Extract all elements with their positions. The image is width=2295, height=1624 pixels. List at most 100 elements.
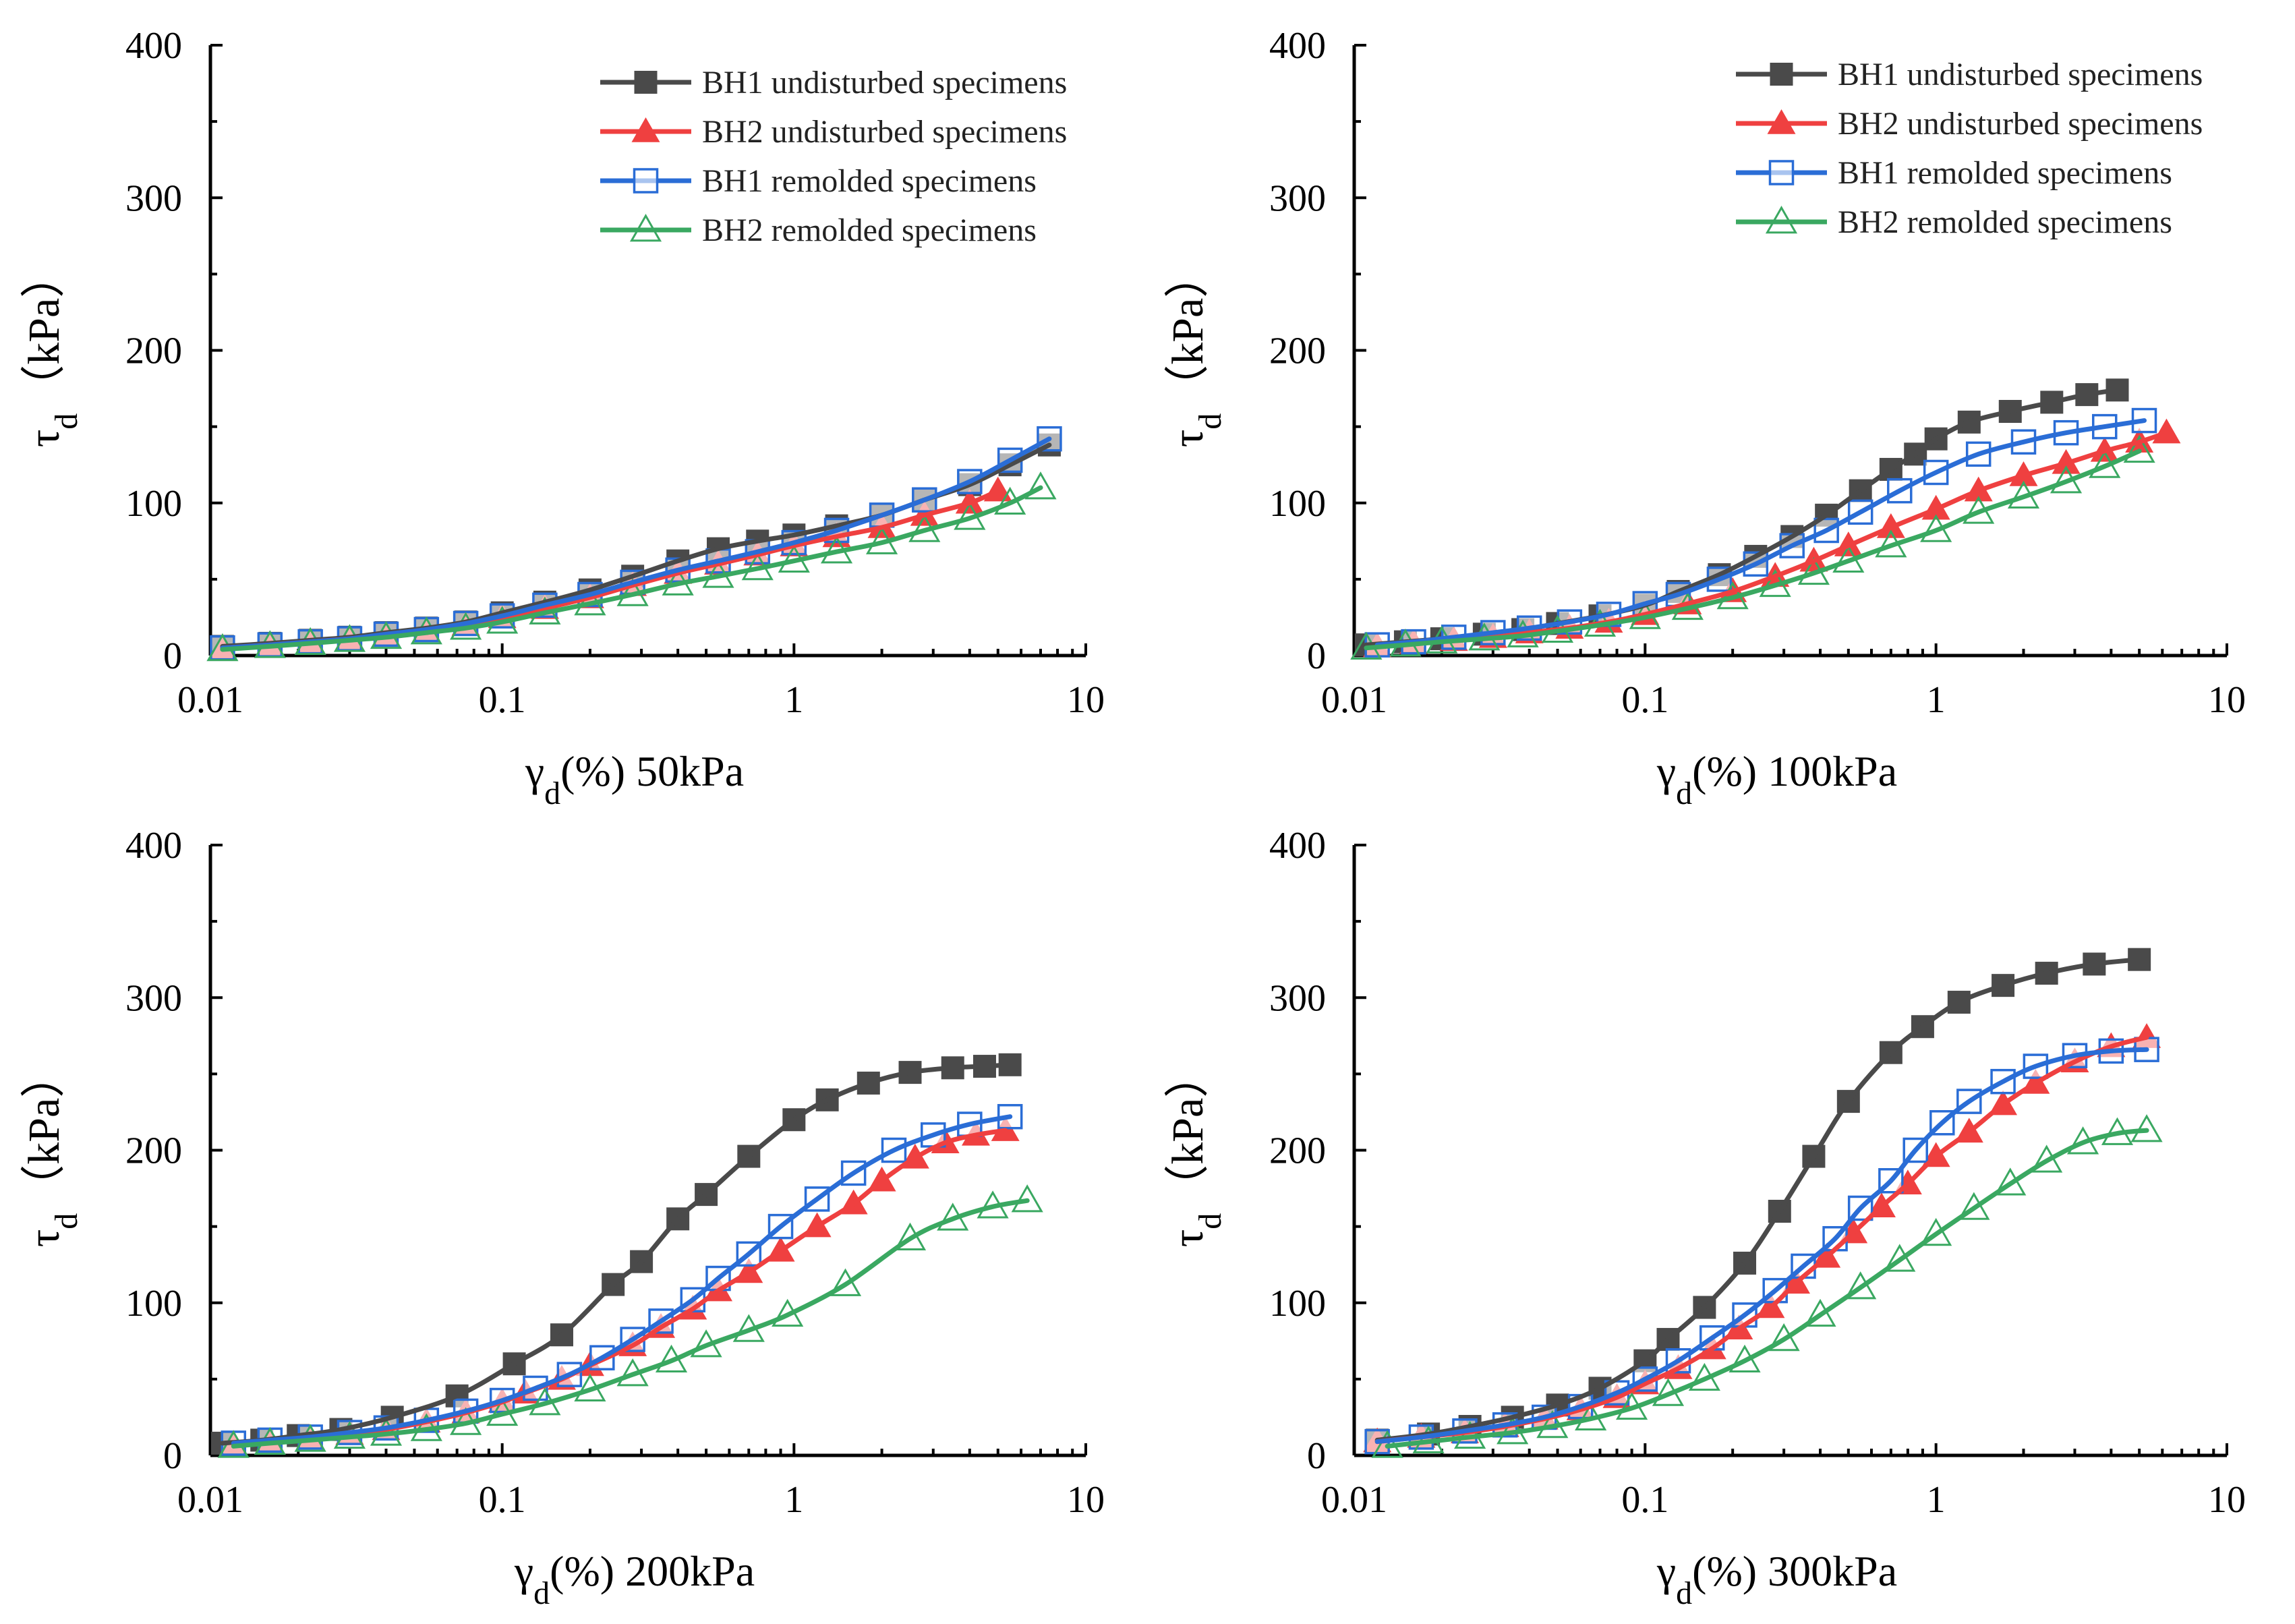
y-tick-label: 300	[1269, 977, 1326, 1019]
y-tick-label: 300	[125, 177, 182, 219]
y-tick-label: 300	[125, 977, 182, 1019]
x-tick-label: 10	[2208, 1479, 2246, 1521]
x-tick-label: 10	[1067, 679, 1105, 721]
legend-marker	[1770, 63, 1793, 86]
y-axis-label: τd（kPa）	[1163, 254, 1228, 448]
legend: BH1 undisturbed specimens BH2 undisturbed…	[600, 65, 1067, 248]
chart-panel-100kPa: 0 100 200 300 400 0.01 0.1 1 10 τd（kPa） γd(%) 100k…	[1163, 25, 2246, 811]
series-line	[231, 1198, 1030, 1449]
y-tick-label: 200	[125, 330, 182, 372]
x-tick-label: 0.1	[1621, 679, 1668, 721]
x-tick-label: 0.01	[177, 1479, 243, 1521]
data-point	[1958, 1192, 1990, 1220]
x-tick-label: 10	[2208, 679, 2246, 721]
legend-label: BH2 undisturbed specimens	[702, 114, 1067, 150]
fit-lines	[220, 436, 1052, 652]
y-tick-label: 100	[1269, 483, 1326, 525]
series-line	[1374, 1047, 2149, 1445]
x-axis-label: γd(%) 50kPa	[525, 747, 744, 811]
x-tick-label: 0.01	[1321, 679, 1387, 721]
series-line	[1385, 1128, 2149, 1449]
chart-panel-300kPa: 0 100 200 300 400 0.01 0.1 1 10 τd（kPa） γd(%) 300k…	[1163, 825, 2246, 1611]
x-axis-label: γd(%) 300kPa	[1656, 1547, 1897, 1611]
legend-label: BH1 undisturbed specimens	[1838, 57, 2203, 92]
markers	[1350, 378, 2181, 660]
data-point	[829, 1268, 862, 1296]
legend-marker	[629, 213, 662, 242]
y-tick-label: 0	[1307, 635, 1326, 677]
x-tick-label: 0.01	[1321, 1479, 1387, 1521]
legend-label: BH2 undisturbed specimens	[1838, 106, 2203, 142]
legend-label: BH2 remolded specimens	[1838, 204, 2172, 240]
x-tick-label: 0.1	[479, 1479, 526, 1521]
y-tick-label: 100	[125, 483, 182, 525]
legend-marker	[631, 117, 660, 142]
y-axis-label: τd（kPa）	[20, 1053, 84, 1248]
legend-label: BH1 undisturbed specimens	[702, 65, 1067, 100]
data-point	[1011, 1184, 1043, 1213]
series-line	[220, 1062, 1013, 1446]
y-tick-label: 100	[1269, 1283, 1326, 1325]
data-point	[1990, 1068, 2016, 1095]
legend-marker	[1768, 160, 1795, 185]
markers	[206, 426, 1062, 662]
series-line	[1374, 957, 2142, 1443]
x-tick-label: 0.1	[1621, 1479, 1668, 1521]
markers	[210, 1053, 1043, 1458]
legend-label: BH2 remolded specimens	[702, 212, 1037, 248]
y-tick-label: 300	[1269, 177, 1326, 219]
series-line	[231, 1114, 1013, 1446]
y-tick-label: 100	[125, 1283, 182, 1325]
y-tick-label: 0	[163, 1435, 182, 1477]
y-tick-label: 400	[125, 825, 182, 867]
series-line	[1364, 387, 2120, 647]
legend-label: BH1 remolded specimens	[702, 163, 1037, 199]
y-tick-label: 400	[125, 25, 182, 67]
y-tick-label: 200	[1269, 330, 1326, 372]
y-tick-label: 400	[1269, 25, 1326, 67]
series-line	[1374, 418, 2147, 647]
series-line	[1364, 448, 2142, 651]
chart-panel-200kPa: 0 100 200 300 400 0.01 0.1 1 10 τd（kPa） γd(%) 200k…	[20, 825, 1105, 1611]
data-point	[2123, 434, 2155, 463]
x-tick-label: 0.1	[479, 679, 526, 721]
y-axis-label: τd（kPa）	[1163, 1053, 1228, 1248]
data-point	[1884, 1244, 1916, 1272]
series-line	[1374, 430, 2169, 649]
fit-lines	[220, 1062, 1030, 1449]
legend-label: BH1 remolded specimens	[1838, 155, 2172, 191]
x-tick-label: 10	[1067, 1479, 1105, 1521]
fit-lines	[1364, 387, 2169, 651]
data-point	[1920, 1217, 1952, 1246]
chart-panel-50kPa: 0 100 200 300 400 0.01 0.1 1 10 τd（kPa） γd(%) 50kP…	[20, 25, 1105, 811]
x-tick-label: 0.01	[177, 679, 243, 721]
x-tick-label: 1	[784, 679, 803, 721]
data-point	[1844, 1271, 1877, 1300]
x-tick-label: 1	[1927, 679, 1946, 721]
y-tick-label: 0	[1307, 1435, 1326, 1477]
y-tick-label: 400	[1269, 825, 1326, 867]
legend-marker	[1765, 205, 1798, 234]
legend: BH1 undisturbed specimens BH2 undisturbed…	[1736, 57, 2203, 240]
x-tick-label: 1	[784, 1479, 803, 1521]
x-axis-label: γd(%) 200kPa	[514, 1547, 755, 1611]
markers	[1363, 948, 2163, 1458]
x-tick-label: 1	[1927, 1479, 1946, 1521]
y-tick-label: 200	[1269, 1130, 1326, 1172]
series-line	[220, 442, 1052, 649]
data-point	[1024, 471, 1057, 500]
fit-lines	[1374, 957, 2149, 1449]
legend-marker	[634, 71, 658, 94]
y-axis-label: τd（kPa）	[20, 254, 84, 448]
legend-marker	[633, 168, 659, 194]
series-line	[220, 436, 1052, 651]
legend-marker	[1767, 109, 1796, 134]
y-tick-label: 200	[125, 1130, 182, 1172]
x-axis-label: γd(%) 100kPa	[1656, 747, 1897, 811]
data-point	[1887, 477, 1913, 504]
data-point	[1804, 1298, 1836, 1327]
y-tick-label: 0	[163, 635, 182, 677]
data-point	[1994, 1167, 2027, 1196]
series-line	[220, 485, 1043, 652]
